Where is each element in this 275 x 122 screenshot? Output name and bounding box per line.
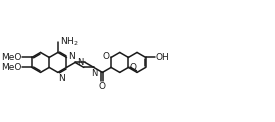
Text: OH: OH bbox=[155, 53, 169, 62]
Text: N: N bbox=[58, 74, 65, 83]
Text: O: O bbox=[99, 82, 106, 91]
Text: O: O bbox=[103, 52, 110, 61]
Text: MeO: MeO bbox=[1, 53, 21, 62]
Text: NH$_2$: NH$_2$ bbox=[60, 36, 79, 48]
Text: N: N bbox=[77, 58, 83, 67]
Text: N: N bbox=[68, 52, 75, 61]
Text: N: N bbox=[91, 69, 97, 78]
Text: O: O bbox=[130, 63, 137, 72]
Text: MeO: MeO bbox=[1, 63, 21, 72]
